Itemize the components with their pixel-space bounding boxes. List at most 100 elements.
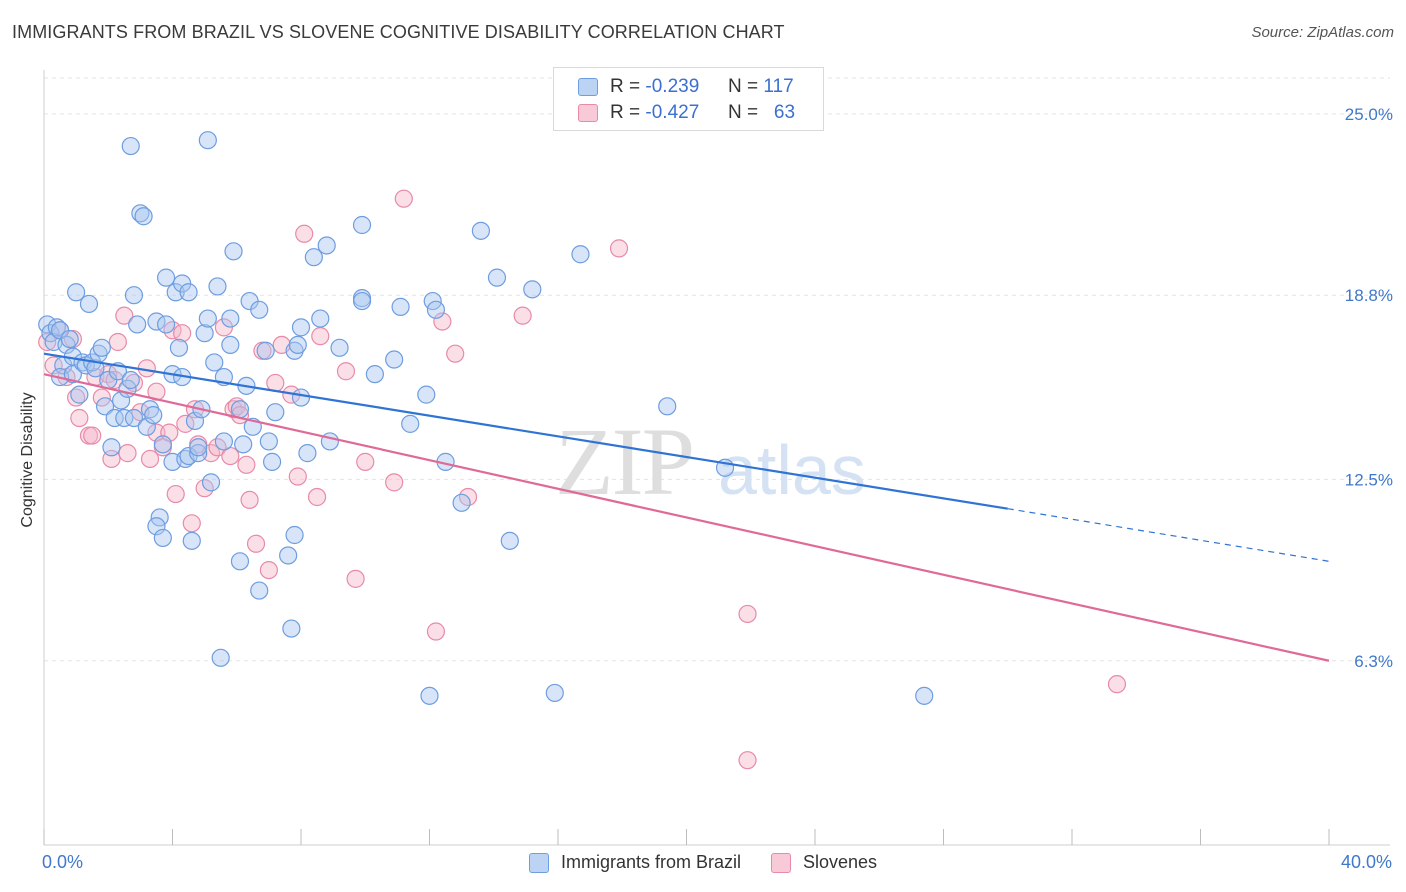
slovenes-point xyxy=(288,467,307,486)
slovenes-point xyxy=(426,622,446,641)
n-label: N = xyxy=(727,76,759,97)
n-value: 63 xyxy=(773,102,796,123)
brazil-point xyxy=(115,408,134,428)
brazil-point xyxy=(224,242,243,261)
x-tick-min: 0.0% xyxy=(42,852,84,872)
brazil-point xyxy=(330,338,349,357)
brazil-point xyxy=(385,350,404,369)
brazil-point xyxy=(156,315,176,334)
y-tick-label: 25.0% xyxy=(1345,105,1393,124)
brazil-point xyxy=(234,435,253,454)
brazil-point xyxy=(86,359,105,378)
brazil-point xyxy=(169,338,189,357)
brazil-point xyxy=(221,335,240,355)
brazil-point xyxy=(92,338,111,357)
slovenes-point xyxy=(295,224,314,243)
slovenes-point xyxy=(173,324,192,343)
brazil-point xyxy=(471,221,490,240)
slovenes-point xyxy=(394,189,413,208)
y-tick-label: 12.5% xyxy=(1345,470,1393,489)
brazil-point xyxy=(105,408,124,428)
brazil-point xyxy=(182,531,201,550)
brazil-point xyxy=(121,136,140,156)
brazil-point xyxy=(391,297,410,316)
slovenes-point xyxy=(182,514,201,533)
brazil-point xyxy=(124,286,144,305)
slovenes-point xyxy=(67,388,86,407)
brazil-point xyxy=(500,531,519,550)
brazil-point xyxy=(131,204,150,223)
brazil-point xyxy=(179,283,198,302)
slovenes-point xyxy=(609,239,629,258)
brazil-point xyxy=(250,581,269,600)
brazil-point xyxy=(134,207,153,226)
brazil-legend-swatch xyxy=(528,852,549,873)
slovenes-swatch xyxy=(578,104,598,122)
slovenes-point xyxy=(446,344,465,363)
watermark: ZIP xyxy=(555,408,693,515)
slovenes-point xyxy=(115,306,134,325)
slovenes-trend-line xyxy=(43,373,1330,662)
brazil-point xyxy=(571,245,590,264)
brazil-point xyxy=(285,525,304,545)
slovenes-point xyxy=(738,604,757,624)
brazil-point xyxy=(47,318,66,337)
slovenes-point xyxy=(166,484,185,504)
brazil-point xyxy=(195,324,214,343)
brazil-swatch xyxy=(578,78,598,96)
slovenes-point xyxy=(118,444,137,463)
slovenes-points xyxy=(38,189,1127,770)
brazil-trend-extension xyxy=(1007,508,1330,562)
brazil-point xyxy=(320,432,340,451)
brazil-point xyxy=(352,291,372,311)
brazil-point xyxy=(211,648,230,667)
brazil-point xyxy=(352,215,372,235)
brazil-point xyxy=(67,283,86,302)
stats-legend: R = -0.239 N = 117 R = -0.427 N = 63 xyxy=(553,67,824,131)
brazil-point xyxy=(128,315,147,334)
brazil-point xyxy=(153,435,172,454)
brazil-point xyxy=(144,405,163,425)
slovenes-point xyxy=(346,569,365,588)
brazil-point xyxy=(198,131,217,150)
brazil-point xyxy=(288,335,307,355)
slovenes-point xyxy=(311,327,330,346)
brazil-point xyxy=(189,438,208,457)
brazil-point xyxy=(279,546,298,565)
slovenes-point xyxy=(307,487,327,507)
slovenes-point xyxy=(336,362,356,381)
slovenes-point xyxy=(246,534,266,553)
brazil-point xyxy=(282,619,301,638)
brazil-point xyxy=(545,683,564,703)
brazil-point xyxy=(185,411,205,431)
brazil-point xyxy=(365,365,384,384)
brazil-point xyxy=(317,236,336,255)
brazil-point xyxy=(311,309,330,328)
brazil-point xyxy=(124,408,144,428)
slovenes-point xyxy=(738,751,757,770)
chart-source: Source: ZipAtlas.com xyxy=(1251,24,1394,41)
r-value: -0.239 xyxy=(645,76,700,97)
brazil-point xyxy=(658,397,677,416)
brazil-point xyxy=(417,385,436,404)
n-value: 117 xyxy=(763,76,794,97)
slovenes-point xyxy=(1107,675,1127,694)
brazil-point xyxy=(205,353,224,372)
slovenes-point xyxy=(140,449,160,469)
brazil-point xyxy=(250,300,269,319)
brazil-point xyxy=(140,400,160,419)
brazil-point xyxy=(208,277,227,296)
watermark-atlas: atlas xyxy=(718,431,866,509)
slovenes-point xyxy=(70,408,89,428)
legend-row-slovenes: R = -0.427 N = 63 xyxy=(578,101,795,125)
legend-item-slovenes: Slovenes xyxy=(770,852,877,873)
brazil-point xyxy=(60,329,79,349)
legend-item-brazil: Immigrants from Brazil xyxy=(528,852,741,873)
r-label: R = xyxy=(610,102,641,123)
slovenes-point xyxy=(240,490,259,510)
slovenes-point xyxy=(259,560,278,580)
brazil-point xyxy=(256,341,275,360)
brazil-point xyxy=(156,268,176,287)
brazil-point xyxy=(285,341,304,360)
